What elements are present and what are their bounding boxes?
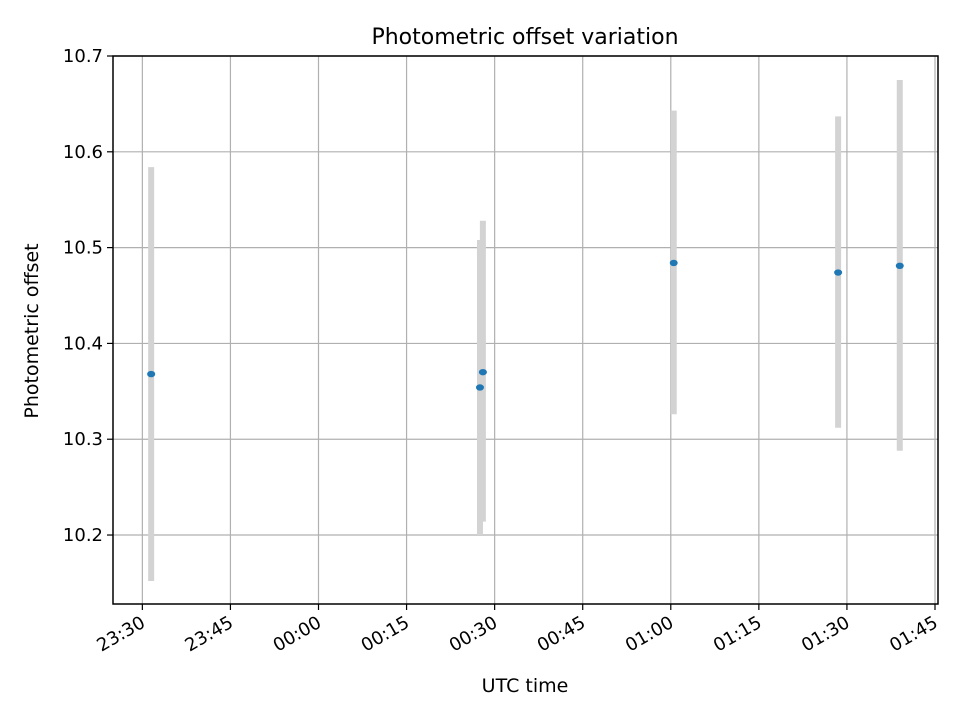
y-tick-label: 10.2 (63, 525, 103, 546)
data-point (475, 384, 484, 391)
y-tick-label: 10.6 (63, 142, 103, 163)
y-axis-label: Photometric offset (21, 243, 43, 418)
data-point (478, 368, 487, 376)
y-tick-label: 10.5 (63, 238, 103, 259)
data-point (834, 269, 843, 276)
x-axis-label: UTC time (482, 675, 569, 697)
y-axis-ticks: 10.2 10.3 10.4 10.5 10.6 10.7 (63, 46, 113, 546)
y-tick-label: 10.7 (63, 46, 103, 67)
data-point (669, 259, 678, 267)
data-point (895, 262, 904, 270)
chart-title: Photometric offset variation (371, 25, 678, 50)
data-points (147, 259, 904, 391)
data-point (147, 370, 156, 378)
y-tick-label: 10.3 (63, 429, 103, 450)
plot-frame (112, 55, 939, 605)
y-tick-label: 10.4 (63, 333, 103, 354)
